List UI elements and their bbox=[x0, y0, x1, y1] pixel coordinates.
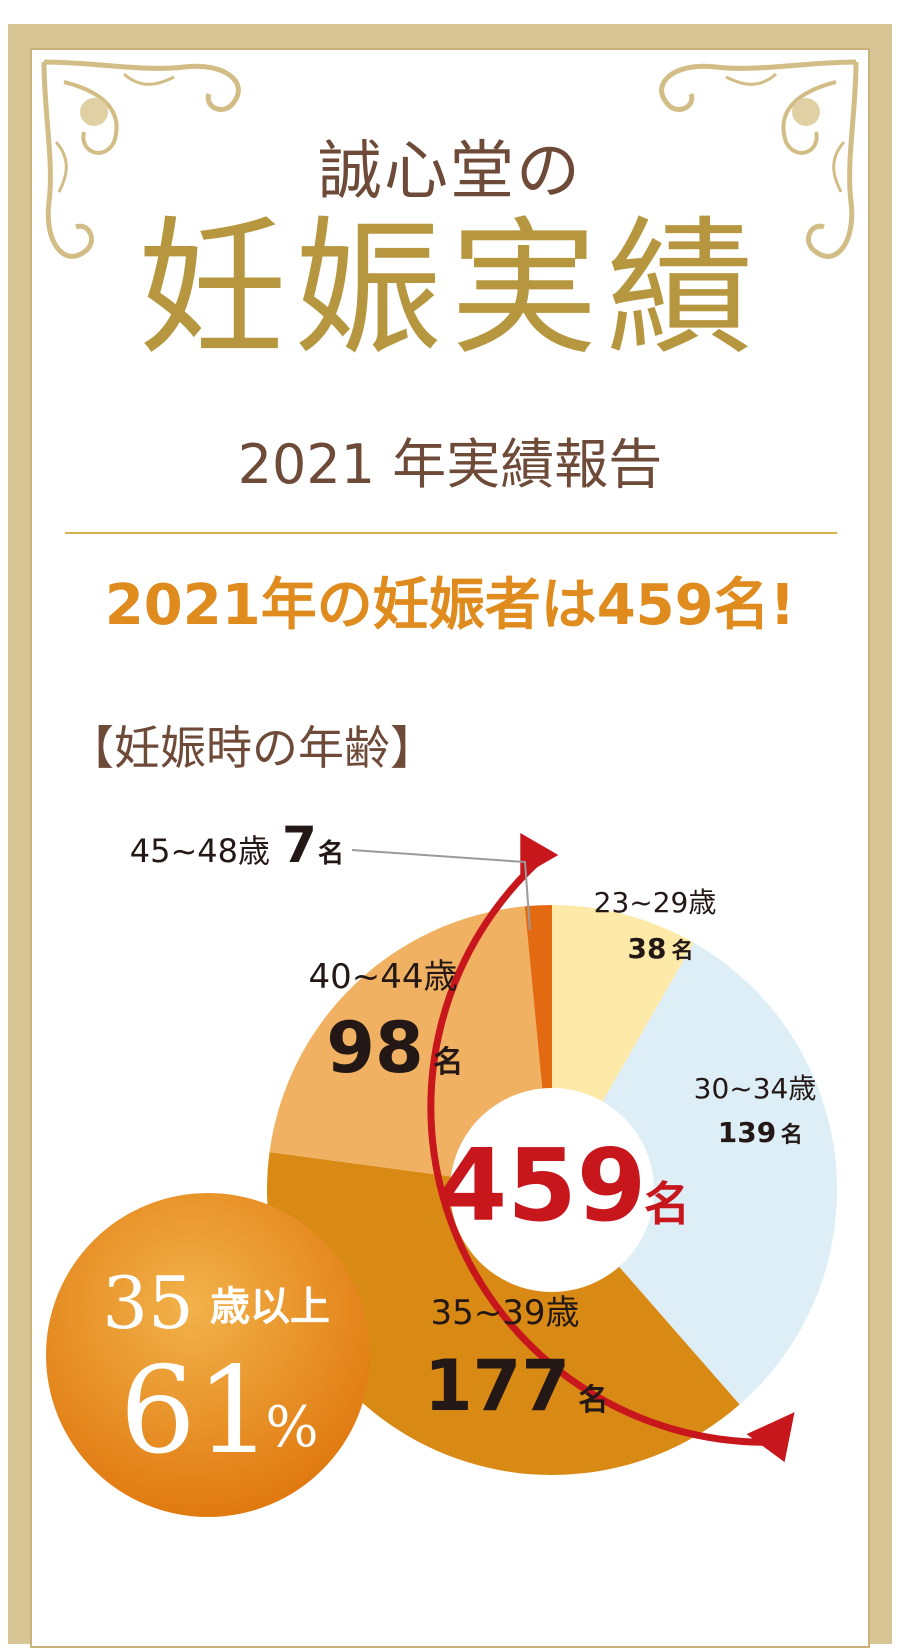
slice-value-0: 38 bbox=[628, 932, 667, 965]
slice-unit-0: 名 bbox=[671, 938, 693, 964]
slice-label-0: 23~29歳 bbox=[594, 886, 717, 919]
section-title: 【妊娠時の年齢】 bbox=[68, 721, 436, 775]
total-value: 459 bbox=[438, 1127, 647, 1244]
center-circle bbox=[450, 1088, 654, 1292]
slice-label-4: 45~48歳 bbox=[130, 832, 270, 870]
slice-value-4: 7 bbox=[282, 816, 317, 874]
pie-slice-1 bbox=[552, 942, 838, 1405]
slice-value-2: 177 bbox=[424, 1345, 570, 1427]
corner-ornament-right-icon bbox=[659, 59, 859, 259]
divider bbox=[65, 532, 837, 534]
slice-label-3: 40~44歳 bbox=[308, 957, 457, 997]
slice-unit-2: 名 bbox=[578, 1383, 608, 1418]
slice-label-2: 35~39歳 bbox=[430, 1293, 579, 1333]
slice-label-1: 30~34歳 bbox=[694, 1072, 817, 1105]
badge-num-1: 35 bbox=[102, 1261, 194, 1345]
total-unit: 名 bbox=[644, 1177, 690, 1231]
arrowhead-top-icon bbox=[520, 833, 559, 878]
shop-title: 誠心堂の bbox=[318, 135, 582, 209]
slice-value-1: 139 bbox=[718, 1116, 776, 1149]
report-title: 2021 年実績報告 bbox=[237, 433, 663, 496]
slice-value-3: 98 bbox=[326, 1007, 423, 1089]
range-arc bbox=[427, 852, 773, 1446]
slice-unit-4: 名 bbox=[318, 838, 344, 869]
badge-num-2: 61 bbox=[120, 1342, 273, 1481]
badge-unit-2: % bbox=[265, 1395, 318, 1460]
leader-line bbox=[351, 849, 531, 931]
main-title: 妊娠実績 bbox=[138, 203, 762, 375]
headline: 2021年の妊娠者は459名! bbox=[104, 573, 796, 638]
arrowhead-bottom-icon bbox=[746, 1412, 795, 1463]
corner-ornament-left-icon bbox=[41, 59, 241, 259]
slice-unit-1: 名 bbox=[781, 1122, 803, 1148]
badge-text-1: 歳以上 bbox=[210, 1284, 330, 1330]
slice-unit-3: 名 bbox=[433, 1045, 463, 1080]
badge-circle bbox=[46, 1193, 370, 1517]
